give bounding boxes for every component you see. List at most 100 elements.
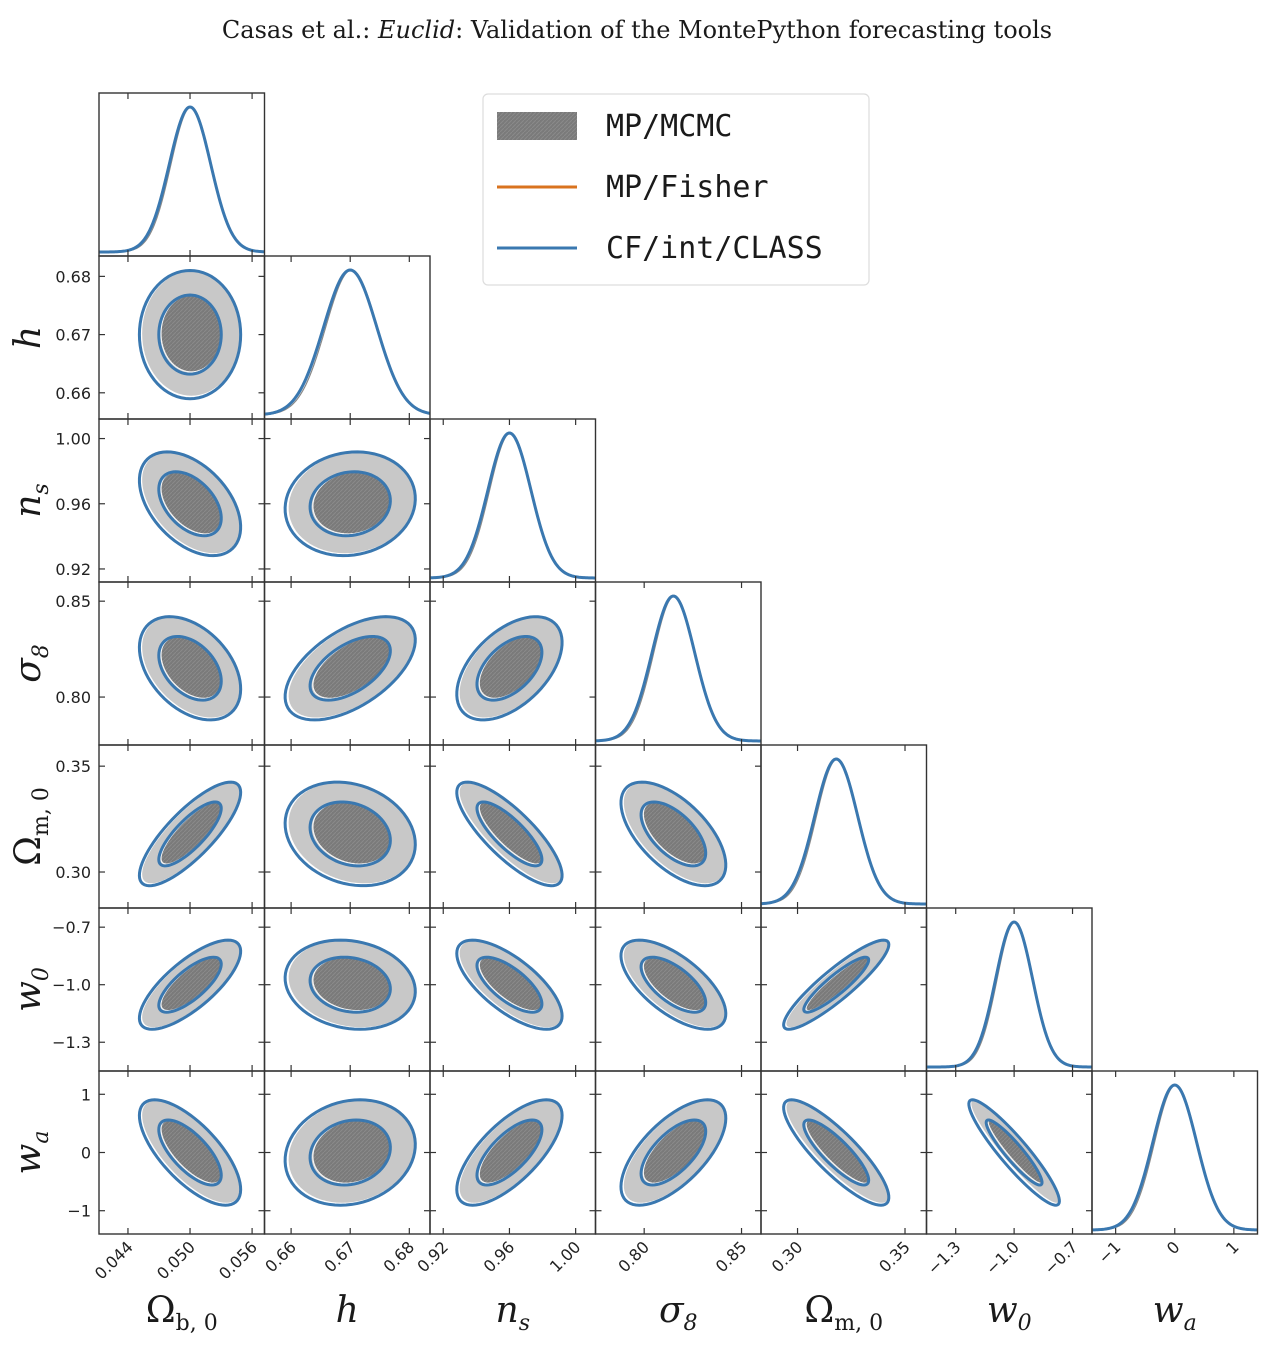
panel-sigma_8-vs-sigma_8 — [594, 581, 762, 746]
y-tick-label: −0.7 — [52, 918, 91, 937]
header-authors: Casas et al.: — [221, 16, 371, 44]
x-tick-label: −1 — [1094, 1237, 1124, 1267]
class-68-contour — [639, 955, 708, 1014]
panel-w_a-vs-w_0 — [925, 1070, 1093, 1235]
class-68-contour — [475, 634, 544, 702]
y-tick-label: 1.00 — [55, 430, 91, 449]
class-1d-curve — [761, 757, 927, 906]
y-axis-label-w_0: w0 — [8, 967, 54, 1012]
x-axis-label-n_s: ns — [496, 1290, 530, 1336]
y-tick-label: 0.92 — [55, 560, 91, 579]
y-tick-label: 0.30 — [55, 863, 91, 882]
x-axis-label-Omega_m0: Ωm, 0 — [804, 1290, 883, 1336]
class-1d-curve — [926, 920, 1092, 1069]
panel-h-vs-h — [263, 255, 431, 420]
x-tick-label: 0.044 — [91, 1237, 137, 1283]
class-95-contour — [283, 615, 417, 722]
panel-n_s-vs-n_s — [429, 418, 597, 583]
legend-label: MP/MCMC — [606, 109, 732, 144]
y-tick-label: 0 — [81, 1144, 91, 1163]
x-tick-label: 0.96 — [480, 1237, 519, 1276]
class-68-contour — [157, 293, 223, 376]
x-axis-label-w_0: w0 — [987, 1290, 1032, 1336]
class-68-contour — [802, 1118, 871, 1187]
panel-w_0-vs-h — [263, 907, 431, 1072]
x-axis-label-Omega_b0: Ωb, 0 — [146, 1290, 218, 1336]
class-95-contour — [782, 1098, 891, 1207]
panel-h-vs-Omega_b0 — [98, 255, 266, 420]
y-axis-label-sigma_8: σ8 — [8, 644, 54, 683]
class-95-contour — [283, 450, 417, 558]
panel-Omega_m0-vs-Omega_m0 — [760, 744, 928, 909]
class-68-contour — [639, 1118, 708, 1187]
class-95-contour — [137, 1098, 243, 1207]
panel-Omega_m0-vs-n_s — [429, 744, 597, 909]
x-tick-label: 0.80 — [614, 1237, 653, 1276]
class-95-contour — [137, 615, 243, 722]
y-axis-label-w_a: wa — [8, 1131, 54, 1175]
class-68-contour — [475, 1118, 544, 1187]
x-axis-label-sigma_8: σ8 — [659, 1290, 698, 1336]
legend-box — [482, 93, 870, 286]
class-1d-curve — [264, 268, 430, 416]
panel-sigma_8-vs-Omega_b0 — [98, 581, 266, 746]
x-tick-label: −0.7 — [1040, 1237, 1081, 1278]
class-1d-curve — [99, 105, 265, 254]
x-tick-label: 0.30 — [768, 1237, 807, 1276]
mcmc-1d-curve — [595, 595, 761, 742]
mcmc-1d-curve — [1092, 1084, 1258, 1231]
class-68-contour — [308, 1118, 392, 1187]
header-title: : Validation of the MontePython forecast… — [455, 16, 1053, 44]
class-68-contour — [984, 1118, 1044, 1187]
legend: MP/MCMC MP/Fisher CF/int/CLASS — [482, 93, 870, 286]
panel-Omega_m0-vs-sigma_8 — [594, 744, 762, 909]
x-tick-label: 0.85 — [712, 1237, 751, 1276]
panel-Omega_m0-vs-Omega_b0 — [98, 744, 266, 909]
panels-layer — [98, 92, 1259, 1235]
class-1d-curve — [595, 594, 761, 743]
fisher-1d-curve — [926, 920, 1092, 1069]
class-68-contour — [308, 955, 392, 1014]
panel-Omega_b0-vs-Omega_b0 — [98, 92, 266, 257]
panel-w_0-vs-Omega_b0 — [98, 907, 266, 1072]
x-axis-label-w_a: wa — [1153, 1290, 1197, 1336]
class-68-contour — [475, 955, 544, 1014]
class-95-contour — [137, 780, 243, 888]
panel-n_s-vs-h — [263, 418, 431, 583]
class-95-contour — [137, 938, 243, 1031]
mcmc-1d-curve — [926, 921, 1092, 1068]
fisher-1d-curve — [430, 431, 596, 580]
panel-frame — [925, 907, 1093, 1072]
y-tick-label: −1 — [67, 1202, 91, 1221]
panel-frame — [429, 418, 597, 583]
fisher-1d-curve — [99, 105, 265, 254]
panel-sigma_8-vs-h — [263, 581, 431, 746]
class-95-contour — [137, 268, 243, 401]
fisher-1d-curve — [761, 757, 927, 906]
panel-w_a-vs-w_a — [1091, 1070, 1259, 1235]
class-68-contour — [308, 470, 392, 538]
panel-sigma_8-vs-n_s — [429, 581, 597, 746]
header-journal: Euclid — [377, 16, 456, 44]
class-95-contour — [137, 450, 243, 558]
x-tick-label: 0.67 — [320, 1237, 359, 1276]
class-68-contour — [157, 634, 223, 702]
class-95-contour — [455, 780, 564, 888]
fisher-1d-curve — [1092, 1083, 1258, 1232]
x-tick-label: 0.68 — [380, 1237, 419, 1276]
panel-frame — [1091, 1070, 1259, 1235]
x-tick-label: 0.35 — [875, 1237, 914, 1276]
fisher-1d-curve — [595, 594, 761, 743]
mcmc-1d-curve — [761, 758, 927, 905]
y-tick-label: 0.80 — [55, 688, 91, 707]
class-68-contour — [157, 470, 223, 538]
panel-w_a-vs-h — [263, 1070, 431, 1235]
class-95-contour — [782, 938, 891, 1031]
class-68-contour — [802, 955, 871, 1014]
page-header: Casas et al.: Euclid: Validation of the … — [0, 16, 1274, 44]
class-68-contour — [157, 1118, 223, 1187]
y-tick-label: 0.66 — [55, 384, 91, 403]
y-tick-label: 1 — [81, 1085, 91, 1104]
mcmc-1d-curve — [264, 269, 430, 416]
y-tick-label: 0.96 — [55, 495, 91, 514]
